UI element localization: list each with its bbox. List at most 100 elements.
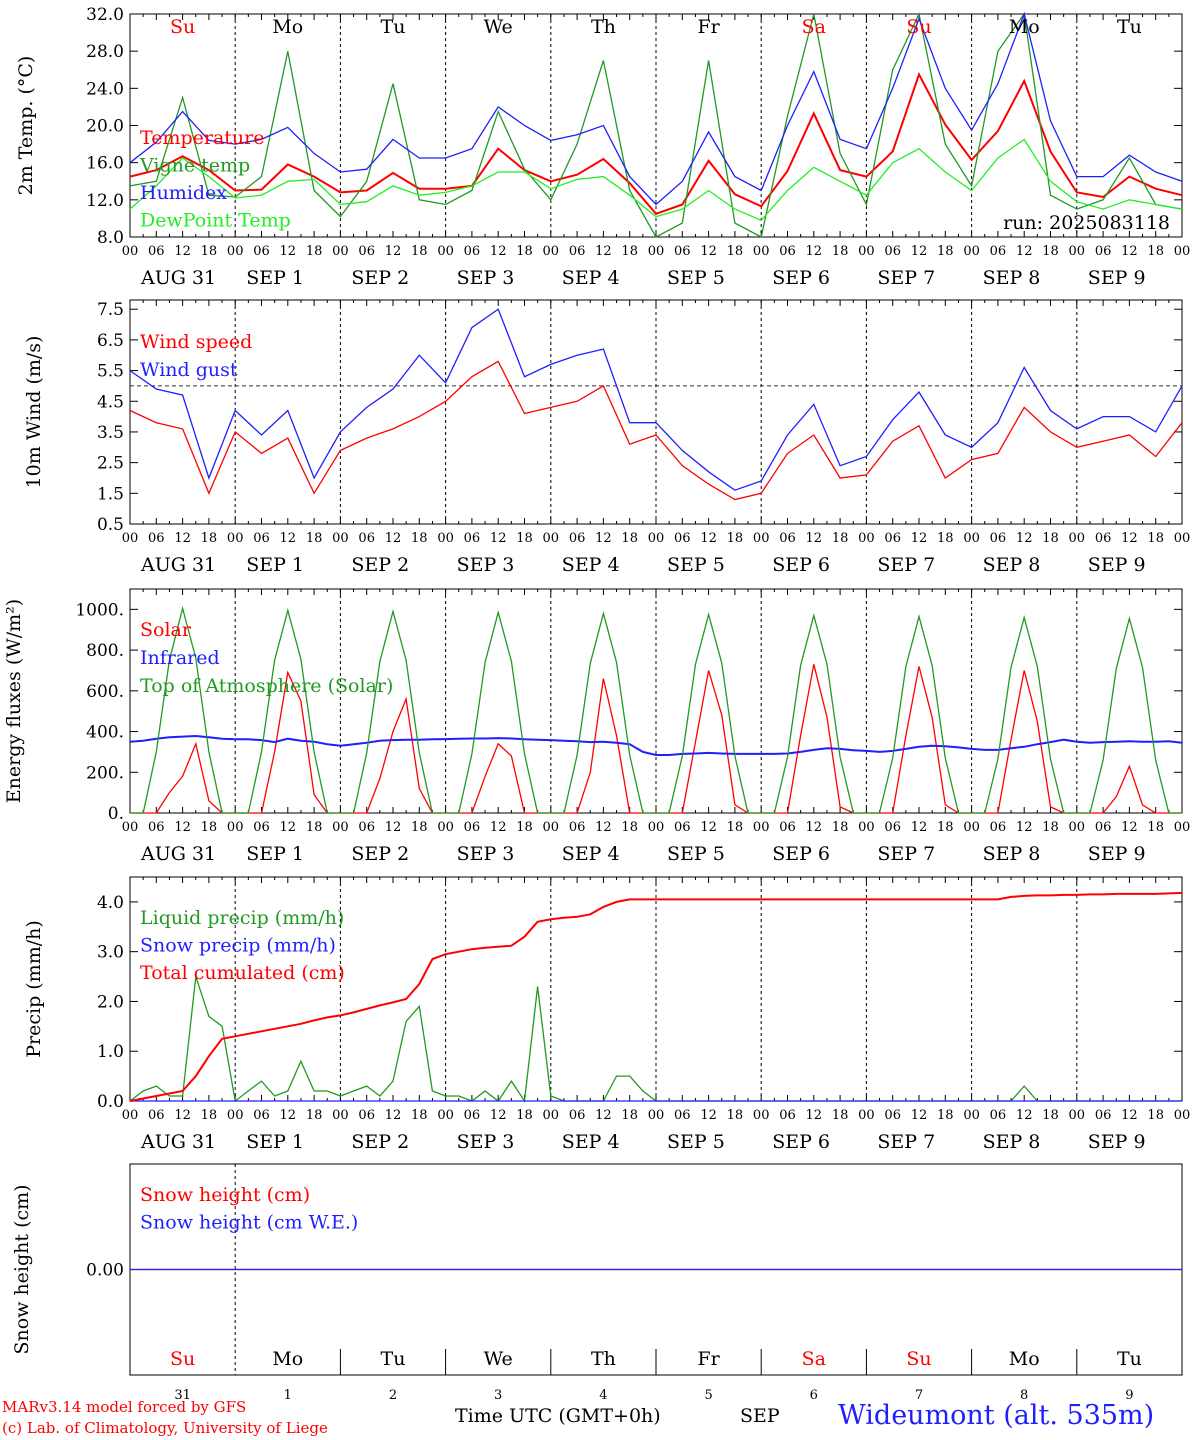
day-number: 8 — [1020, 1388, 1028, 1403]
hour-tick-label: 06 — [464, 1108, 481, 1123]
hour-tick-label: 00 — [543, 1108, 560, 1123]
date-label: SEP 2 — [351, 843, 409, 865]
date-label: SEP 9 — [1088, 1131, 1146, 1153]
series-line — [129, 11, 1183, 238]
hour-tick-label: 18 — [516, 531, 533, 546]
weekday-label: Mo — [1009, 1348, 1040, 1370]
date-label: SEP 1 — [246, 1131, 304, 1153]
hour-tick-label: 18 — [306, 531, 323, 546]
y-tick-label: 4.0 — [97, 893, 124, 913]
date-label: SEP 1 — [246, 843, 304, 865]
hour-tick-label: 12 — [700, 1108, 717, 1123]
hour-tick-label: 18 — [1042, 1108, 1059, 1123]
hour-tick-label: 06 — [779, 244, 796, 259]
legend-entry: Vigne temp — [139, 155, 250, 177]
hour-tick-label: 06 — [253, 1108, 270, 1123]
date-label: SEP 1 — [246, 267, 304, 289]
date-label: SEP 3 — [457, 267, 515, 289]
weekday-label: Th — [591, 16, 616, 38]
date-label: SEP 4 — [562, 267, 620, 289]
date-label: SEP 9 — [1088, 554, 1146, 576]
y-tick-label: 7.5 — [97, 300, 124, 320]
hour-tick-label: 06 — [464, 531, 481, 546]
y-tick-label: 16.0 — [86, 154, 124, 174]
hour-tick-label: 00 — [963, 1108, 980, 1123]
y-tick-label: 24.0 — [86, 79, 124, 99]
hour-tick-label: 06 — [884, 820, 901, 835]
hour-tick-label: 12 — [1121, 244, 1138, 259]
hour-tick-label: 12 — [174, 820, 191, 835]
hour-tick-label: 18 — [516, 244, 533, 259]
y-tick-label: 12.0 — [86, 191, 124, 211]
hour-tick-label: 06 — [884, 531, 901, 546]
weekday-label: Sa — [802, 16, 826, 38]
hour-tick-label: 18 — [516, 1108, 533, 1123]
y-axis-label: Snow height (cm) — [11, 1184, 33, 1354]
hour-tick-label: 18 — [201, 820, 218, 835]
date-label: SEP 5 — [667, 843, 725, 865]
weekday-label: Fr — [697, 1348, 720, 1370]
hour-tick-label: 00 — [437, 820, 454, 835]
hour-tick-label: 06 — [990, 820, 1007, 835]
hour-tick-label: 18 — [1147, 531, 1164, 546]
date-label: SEP 9 — [1088, 267, 1146, 289]
y-tick-label: 5.5 — [97, 362, 124, 382]
date-label: SEP 7 — [877, 267, 935, 289]
weekday-label: Su — [906, 16, 931, 38]
hour-tick-label: 18 — [306, 244, 323, 259]
legend-entry: DewPoint Temp — [140, 210, 291, 232]
y-tick-label: 4.5 — [97, 392, 124, 412]
hour-tick-label: 18 — [832, 244, 849, 259]
hour-tick-label: 00 — [227, 244, 244, 259]
weekday-label: Su — [906, 1348, 931, 1370]
date-label: SEP 1 — [246, 554, 304, 576]
y-tick-label: 200. — [86, 763, 124, 783]
hour-tick-label: 00 — [1069, 531, 1086, 546]
day-number: 3 — [494, 1388, 502, 1403]
day-number: 9 — [1125, 1388, 1133, 1403]
weekday-label: Th — [591, 1348, 616, 1370]
hour-tick-label: 18 — [201, 244, 218, 259]
hour-tick-label: 12 — [595, 531, 612, 546]
hour-tick-label: 18 — [411, 820, 428, 835]
hour-tick-label: 18 — [1147, 244, 1164, 259]
hour-tick-label: 12 — [806, 1108, 823, 1123]
hour-tick-label: 12 — [385, 1108, 402, 1123]
y-tick-label: 20.0 — [86, 117, 124, 137]
hour-tick-label: 18 — [201, 1108, 218, 1123]
hour-tick-label: 06 — [884, 244, 901, 259]
y-tick-label: 600. — [86, 682, 124, 702]
hour-tick-label: 18 — [621, 531, 638, 546]
hour-tick-label: 00 — [227, 1108, 244, 1123]
day-number: 4 — [599, 1388, 607, 1403]
hour-tick-label: 00 — [227, 531, 244, 546]
hour-tick-label: 00 — [753, 531, 770, 546]
date-label: SEP 5 — [667, 267, 725, 289]
hour-tick-label: 06 — [1095, 820, 1112, 835]
hour-tick-label: 00 — [122, 531, 139, 546]
hour-tick-label: 06 — [990, 1108, 1007, 1123]
weekday-label: Tu — [1117, 1348, 1142, 1370]
weekday-label: Tu — [381, 16, 406, 38]
hour-tick-label: 00 — [437, 244, 454, 259]
hour-tick-label: 00 — [1174, 820, 1191, 835]
hour-tick-label: 06 — [358, 244, 375, 259]
hour-tick-label: 12 — [490, 820, 507, 835]
hour-tick-label: 06 — [779, 1108, 796, 1123]
hour-tick-label: 18 — [937, 244, 954, 259]
hour-tick-label: 00 — [1174, 531, 1191, 546]
hour-tick-label: 18 — [306, 820, 323, 835]
y-axis-label: 2m Temp. (°C) — [15, 56, 37, 196]
hour-tick-label: 18 — [306, 1108, 323, 1123]
date-label: SEP 3 — [457, 554, 515, 576]
hour-tick-label: 18 — [1147, 1108, 1164, 1123]
hour-tick-label: 12 — [385, 244, 402, 259]
weekday-label: We — [484, 16, 513, 38]
y-tick-label: 0.00 — [86, 1261, 124, 1281]
hour-tick-label: 00 — [122, 1108, 139, 1123]
y-tick-label: 2.5 — [97, 454, 124, 474]
date-label: SEP 3 — [457, 843, 515, 865]
hour-tick-label: 18 — [1042, 820, 1059, 835]
hour-tick-label: 12 — [490, 1108, 507, 1123]
date-label: SEP 6 — [772, 843, 830, 865]
